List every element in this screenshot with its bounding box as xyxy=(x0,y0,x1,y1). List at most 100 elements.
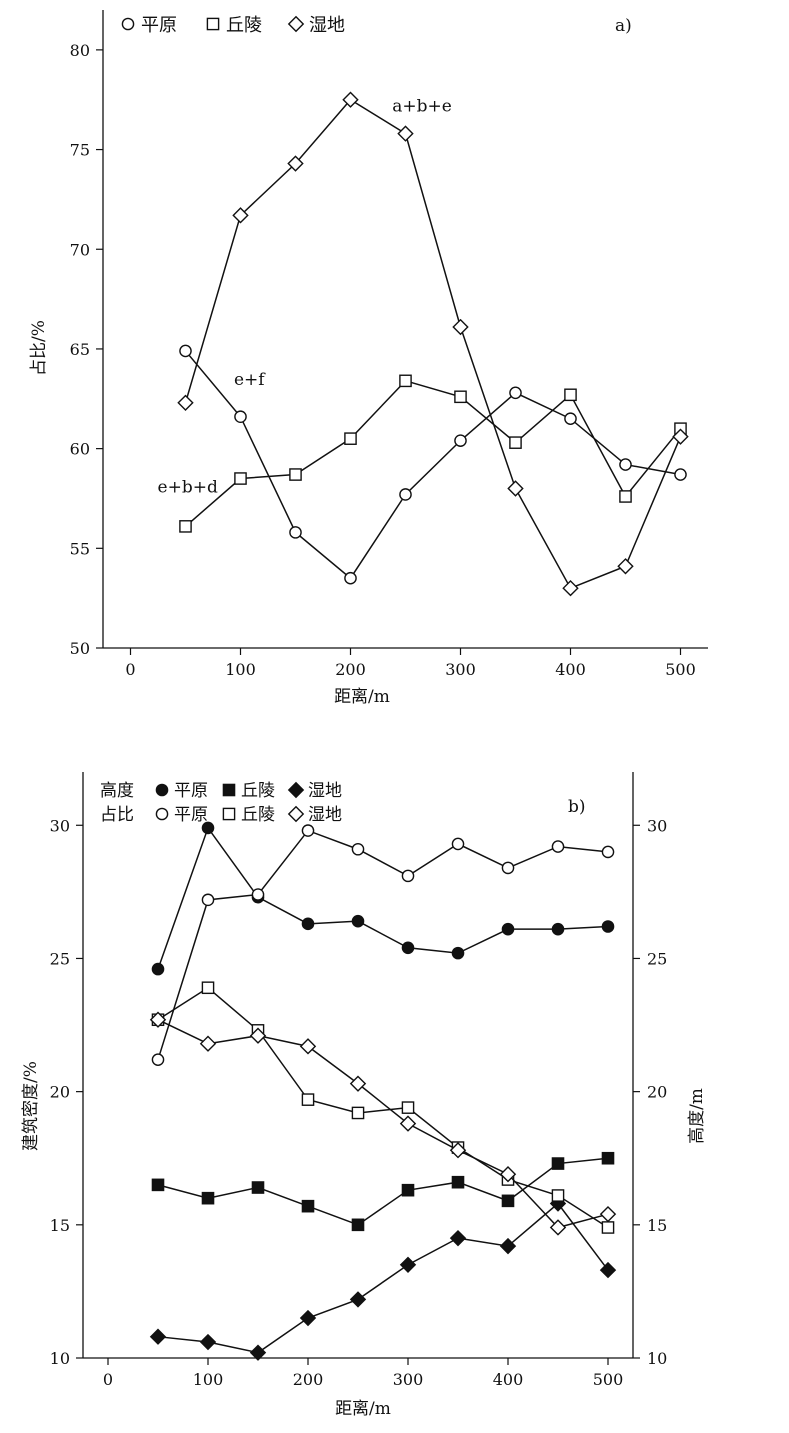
data-point xyxy=(551,1157,565,1170)
data-point xyxy=(289,526,302,539)
y-tick-label: 30 xyxy=(50,816,70,835)
data-point xyxy=(199,1333,217,1351)
data-point xyxy=(179,520,192,533)
data-point xyxy=(501,861,515,875)
data-point xyxy=(251,888,265,901)
data-point xyxy=(452,318,469,336)
series-高度-平原 xyxy=(151,821,615,976)
y-tick-label: 20 xyxy=(50,1083,70,1102)
chart-b-panel-label: b) xyxy=(568,797,586,817)
data-point xyxy=(501,922,515,936)
data-point xyxy=(549,1219,567,1236)
data-point xyxy=(344,571,357,585)
chart-b-axes xyxy=(82,772,634,1359)
data-point xyxy=(249,1027,267,1044)
data-point xyxy=(619,490,632,503)
chart-a-legend: 平原 丘陵 湿地 xyxy=(121,15,345,36)
data-point xyxy=(454,390,467,404)
y-tick-label: 15 xyxy=(50,1216,70,1235)
legend-label: 湿地 xyxy=(308,781,342,801)
data-point xyxy=(234,410,247,424)
legend-marker xyxy=(287,781,305,799)
legend-label: 湿地 xyxy=(309,15,345,36)
data-point xyxy=(399,1256,417,1273)
data-point xyxy=(449,1142,467,1159)
y-right-tick-label: 30 xyxy=(647,816,667,835)
data-point xyxy=(601,1221,615,1234)
data-point xyxy=(232,207,249,224)
data-point xyxy=(299,1309,317,1327)
legend-row-label: 高度 xyxy=(100,781,134,801)
chart-a-x-label: 距离/m xyxy=(334,687,390,707)
data-point xyxy=(601,845,615,859)
data-point xyxy=(674,468,687,481)
data-point xyxy=(151,1053,165,1066)
data-point xyxy=(599,1261,617,1279)
y-tick-label: 50 xyxy=(70,639,90,658)
x-tick-label: 100 xyxy=(193,1370,224,1389)
series-line xyxy=(185,379,682,527)
x-tick-label: 300 xyxy=(445,660,476,679)
data-point xyxy=(399,374,412,388)
y-tick-label: 10 xyxy=(50,1349,70,1368)
legend-label: 丘陵 xyxy=(241,805,275,825)
series-湿地 xyxy=(177,91,689,597)
legend-marker xyxy=(222,783,236,797)
x-tick-label: 200 xyxy=(335,660,366,679)
series-line xyxy=(157,986,609,1229)
y-tick-label: 65 xyxy=(70,340,90,359)
chart-a-y-label: 占比/% xyxy=(29,320,49,376)
data-point xyxy=(401,869,415,883)
data-point xyxy=(301,1093,315,1106)
legend-marker xyxy=(121,17,135,31)
series-line xyxy=(157,1157,609,1226)
chart-b-y-label-right: 高度/m xyxy=(687,1088,707,1144)
legend-label: 丘陵 xyxy=(226,15,262,36)
y-right-tick-label: 20 xyxy=(647,1083,667,1102)
data-point xyxy=(601,1151,615,1165)
x-tick-label: 400 xyxy=(493,1370,524,1389)
data-point xyxy=(401,1183,415,1197)
data-point xyxy=(151,962,165,976)
series-line xyxy=(184,350,681,580)
series-占比-湿地 xyxy=(149,1011,617,1236)
chart-a-panel-label: a) xyxy=(615,16,632,36)
data-point xyxy=(287,155,304,172)
data-point xyxy=(301,824,315,837)
data-point xyxy=(451,837,465,851)
chart-a-series xyxy=(177,91,689,597)
x-tick-label: 100 xyxy=(225,660,256,679)
data-point xyxy=(234,472,247,485)
data-point xyxy=(454,434,467,447)
chart-b-ticks: 0 100 200 300 400 500 10 10 15 15 20 20 25 25 30 30 xyxy=(50,816,668,1389)
data-point xyxy=(562,579,579,597)
series-高度-丘陵 xyxy=(151,1151,615,1232)
data-point xyxy=(551,840,565,853)
data-point xyxy=(177,394,194,411)
legend-label: 平原 xyxy=(141,15,177,36)
legend-marker xyxy=(206,17,220,31)
data-point xyxy=(251,1181,265,1194)
data-point xyxy=(149,1011,167,1028)
y-right-tick-label: 25 xyxy=(647,949,667,968)
data-point xyxy=(349,1075,367,1092)
data-point xyxy=(289,468,302,481)
legend-label: 平原 xyxy=(174,805,208,825)
legend-label: 湿地 xyxy=(308,805,342,825)
data-point xyxy=(617,558,634,575)
series-丘陵 xyxy=(179,374,687,533)
series-line xyxy=(157,829,609,1060)
y-right-tick-label: 10 xyxy=(647,1349,667,1368)
data-point xyxy=(344,432,357,445)
data-point xyxy=(507,480,524,497)
data-point xyxy=(201,821,215,835)
data-point xyxy=(619,458,632,471)
chart-b: 0 100 200 300 400 50010 1015 1520 2025 2530 30 高度平… xyxy=(21,772,707,1419)
data-point xyxy=(551,922,565,936)
legend-marker xyxy=(287,15,305,33)
data-point xyxy=(351,914,365,928)
legend-label: 丘陵 xyxy=(241,781,275,801)
data-point xyxy=(179,344,192,358)
data-point xyxy=(397,125,414,142)
